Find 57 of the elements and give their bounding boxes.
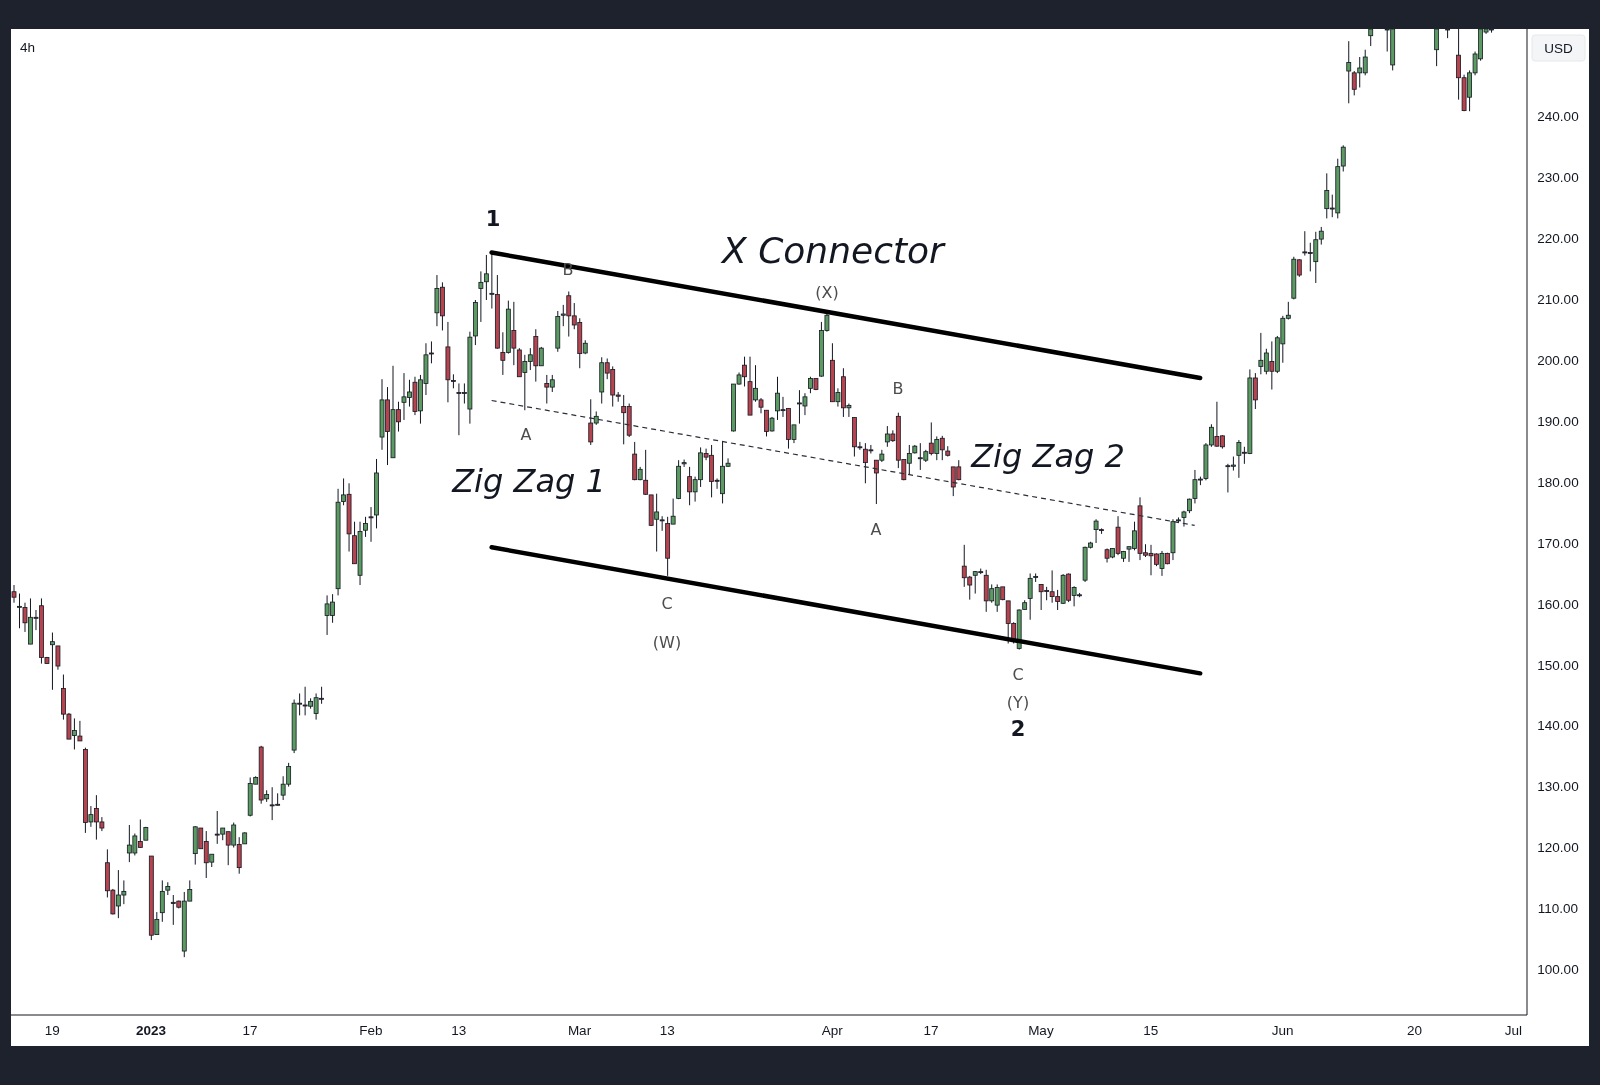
candlestick xyxy=(681,459,687,468)
annotation: 1 xyxy=(485,206,501,231)
candlestick xyxy=(478,270,484,323)
x-tick-label: 17 xyxy=(923,1023,939,1038)
annotation: C xyxy=(1012,664,1024,684)
y-tick-label: 210.00 xyxy=(1537,292,1579,308)
y-tick-label: 230.00 xyxy=(1537,170,1579,186)
x-tick-label: May xyxy=(1028,1023,1054,1038)
candlestick xyxy=(1181,510,1187,528)
y-tick-label: 170.00 xyxy=(1537,535,1579,551)
y-tick-label: 150.00 xyxy=(1537,657,1579,673)
annotation: (W) xyxy=(652,632,682,652)
y-axis-title: USD xyxy=(1544,40,1573,56)
y-tick-label: 130.00 xyxy=(1537,779,1579,795)
candlestick xyxy=(159,879,165,923)
candlestick xyxy=(50,632,55,691)
y-tick-label: 240.00 xyxy=(1537,109,1579,125)
annotation: B xyxy=(892,378,904,398)
annotation: Zig Zag 2 xyxy=(970,436,1125,475)
candlestick xyxy=(483,254,489,301)
x-tick-label: 13 xyxy=(659,1023,675,1038)
annotation: (X) xyxy=(815,282,839,302)
candlestick xyxy=(55,645,61,671)
annotation: A xyxy=(520,424,532,444)
candlestick xyxy=(363,516,368,538)
annotation: X Connector xyxy=(720,230,947,272)
annotation: C xyxy=(661,593,673,613)
candlestick xyxy=(368,506,374,543)
x-tick-label: 20 xyxy=(1406,1023,1422,1038)
x-tick-label: Apr xyxy=(821,1023,844,1038)
x-tick-label: Mar xyxy=(567,1023,592,1038)
y-tick-label: 220.00 xyxy=(1537,231,1579,247)
x-tick-label: Feb xyxy=(359,1023,383,1038)
x-tick-label: 17 xyxy=(242,1023,258,1038)
y-tick-label: 110.00 xyxy=(1537,901,1579,917)
y-tick-label: 160.00 xyxy=(1537,596,1579,612)
y-tick-label: 100.00 xyxy=(1537,962,1579,978)
candlestick xyxy=(1346,40,1352,104)
annotation: 2 xyxy=(1010,716,1026,741)
y-tick-label: 200.00 xyxy=(1537,353,1579,369)
x-tick-label: 19 xyxy=(44,1023,60,1038)
y-tick-label: 120.00 xyxy=(1537,840,1579,856)
annotation: Zig Zag 1 xyxy=(451,461,606,500)
x-tick-label: 13 xyxy=(451,1023,467,1038)
annotation: A xyxy=(870,519,882,539)
x-tick-label: Jul xyxy=(1504,1023,1522,1038)
annotation: (Y) xyxy=(1006,692,1030,712)
x-tick-label: 2023 xyxy=(136,1023,167,1038)
y-tick-label: 140.00 xyxy=(1537,718,1579,734)
candlestick xyxy=(1027,572,1033,621)
x-tick-label: Jun xyxy=(1271,1023,1294,1038)
text: 4h xyxy=(20,40,36,55)
candlestick xyxy=(1434,29,1440,67)
y-tick-label: 190.00 xyxy=(1537,413,1579,429)
y-tick-label: 180.00 xyxy=(1537,474,1579,490)
candlestick xyxy=(11,584,17,604)
x-tick-label: 15 xyxy=(1143,1023,1159,1038)
